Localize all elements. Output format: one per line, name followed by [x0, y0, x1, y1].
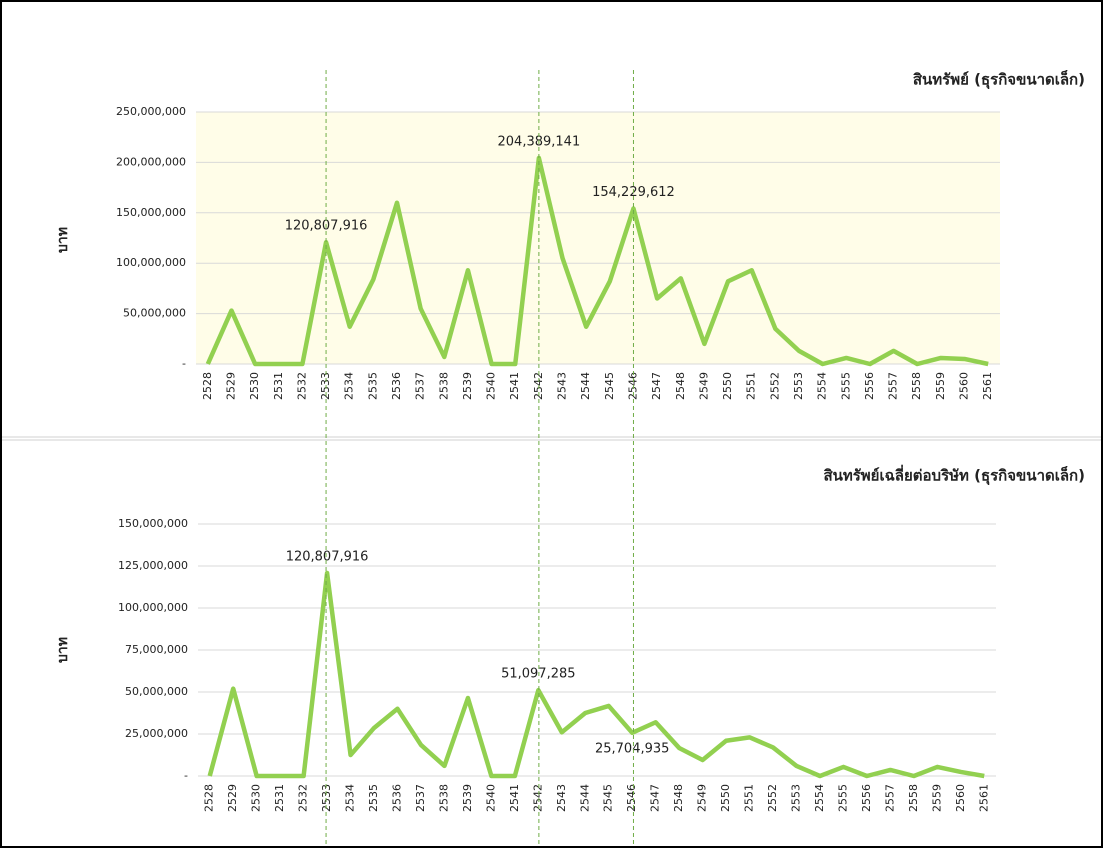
y-tick-label: 25,000,000 [125, 727, 188, 740]
x-tick-label: 2561 [981, 372, 994, 400]
x-tick-label: 2544 [579, 372, 592, 400]
y-tick-label: 125,000,000 [118, 559, 188, 572]
y-tick-label: 150,000,000 [116, 206, 186, 219]
x-tick-label: 2540 [484, 784, 497, 812]
x-tick-label: 2556 [863, 372, 876, 400]
data-line [207, 570, 985, 779]
x-tick-label: 2529 [224, 372, 237, 400]
x-tick-label: 2531 [273, 784, 286, 812]
x-tick-label: 2533 [320, 784, 333, 812]
y-axis-title: บาท [55, 637, 71, 663]
x-tick-label: 2546 [625, 784, 638, 812]
x-tick-label: 2553 [790, 784, 803, 812]
x-tick-label: 2537 [414, 372, 427, 400]
x-tick-label: 2535 [366, 372, 379, 400]
x-tick-label: 2549 [696, 784, 709, 812]
x-tick-label: 2550 [719, 784, 732, 812]
x-tick-label: 2540 [485, 372, 498, 400]
x-tick-label: 2548 [674, 372, 687, 400]
x-tick-label: 2552 [766, 784, 779, 812]
x-tick-label: 2545 [602, 784, 615, 812]
chart-title: สินทรัพย์เฉลี่ยต่อบริษัท (ธุรกิจขนาดเล็ก… [823, 465, 1085, 486]
x-tick-label: 2539 [461, 372, 474, 400]
y-tick-label: - [184, 769, 188, 782]
x-tick-label: 2560 [954, 784, 967, 812]
x-tick-label: 2556 [860, 784, 873, 812]
x-tick-label: 2532 [297, 784, 310, 812]
x-tick-label: 2554 [813, 784, 826, 812]
x-tick-label: 2544 [578, 784, 591, 812]
x-tick-label: 2547 [650, 372, 663, 400]
x-tick-label: 2559 [930, 784, 943, 812]
x-tick-label: 2552 [768, 372, 781, 400]
x-tick-label: 2536 [391, 784, 404, 812]
x-tick-label: 2555 [839, 372, 852, 400]
data-label: 25,704,935 [595, 741, 669, 756]
x-tick-label: 2541 [508, 784, 521, 812]
plot-area [196, 112, 1000, 364]
x-tick-label: 2530 [248, 372, 261, 400]
x-tick-label: 2534 [344, 784, 357, 812]
x-tick-label: 2528 [203, 784, 216, 812]
y-tick-label: 150,000,000 [118, 517, 188, 530]
x-tick-label: 2538 [437, 784, 450, 812]
x-tick-label: 2529 [226, 784, 239, 812]
x-tick-label: 2561 [977, 784, 990, 812]
x-tick-label: 2558 [910, 372, 923, 400]
data-line [205, 155, 989, 367]
y-tick-label: 100,000,000 [116, 256, 186, 269]
x-tick-label: 2548 [672, 784, 685, 812]
x-tick-label: 2528 [201, 372, 214, 400]
x-tick-label: 2538 [437, 372, 450, 400]
y-tick-label: 100,000,000 [118, 601, 188, 614]
y-tick-label: 250,000,000 [116, 105, 186, 118]
x-tick-label: 2534 [343, 372, 356, 400]
x-tick-label: 2535 [367, 784, 380, 812]
x-tick-label: 2557 [883, 784, 896, 812]
x-tick-label: 2551 [743, 784, 756, 812]
data-label: 51,097,285 [501, 667, 575, 682]
x-tick-label: 2549 [697, 372, 710, 400]
y-tick-label: 50,000,000 [125, 685, 188, 698]
x-tick-label: 2545 [603, 372, 616, 400]
y-tick-label: 200,000,000 [116, 155, 186, 168]
x-tick-label: 2541 [508, 372, 521, 400]
x-tick-label: 2542 [531, 784, 544, 812]
x-tick-label: 2550 [721, 372, 734, 400]
x-tick-label: 2543 [556, 372, 569, 400]
x-tick-label: 2536 [390, 372, 403, 400]
chart-title: สินทรัพย์ (ธุรกิจขนาดเล็ก) [913, 70, 1085, 90]
x-tick-label: 2554 [816, 372, 829, 400]
y-tick-label: 50,000,000 [123, 307, 186, 320]
data-label: 120,807,916 [286, 550, 369, 565]
y-tick-label: 75,000,000 [125, 643, 188, 656]
x-tick-label: 2543 [555, 784, 568, 812]
x-tick-label: 2560 [958, 372, 971, 400]
x-tick-label: 2547 [649, 784, 662, 812]
x-tick-label: 2539 [461, 784, 474, 812]
x-tick-label: 2537 [414, 784, 427, 812]
y-tick-label: - [182, 357, 186, 370]
x-tick-label: 2553 [792, 372, 805, 400]
x-tick-label: 2558 [907, 784, 920, 812]
y-axis-title: บาท [55, 227, 71, 253]
x-tick-label: 2555 [836, 784, 849, 812]
x-tick-label: 2530 [250, 784, 263, 812]
x-tick-label: 2557 [887, 372, 900, 400]
x-tick-label: 2532 [295, 372, 308, 400]
x-tick-label: 2531 [272, 372, 285, 400]
x-tick-label: 2551 [745, 372, 758, 400]
x-tick-label: 2559 [934, 372, 947, 400]
